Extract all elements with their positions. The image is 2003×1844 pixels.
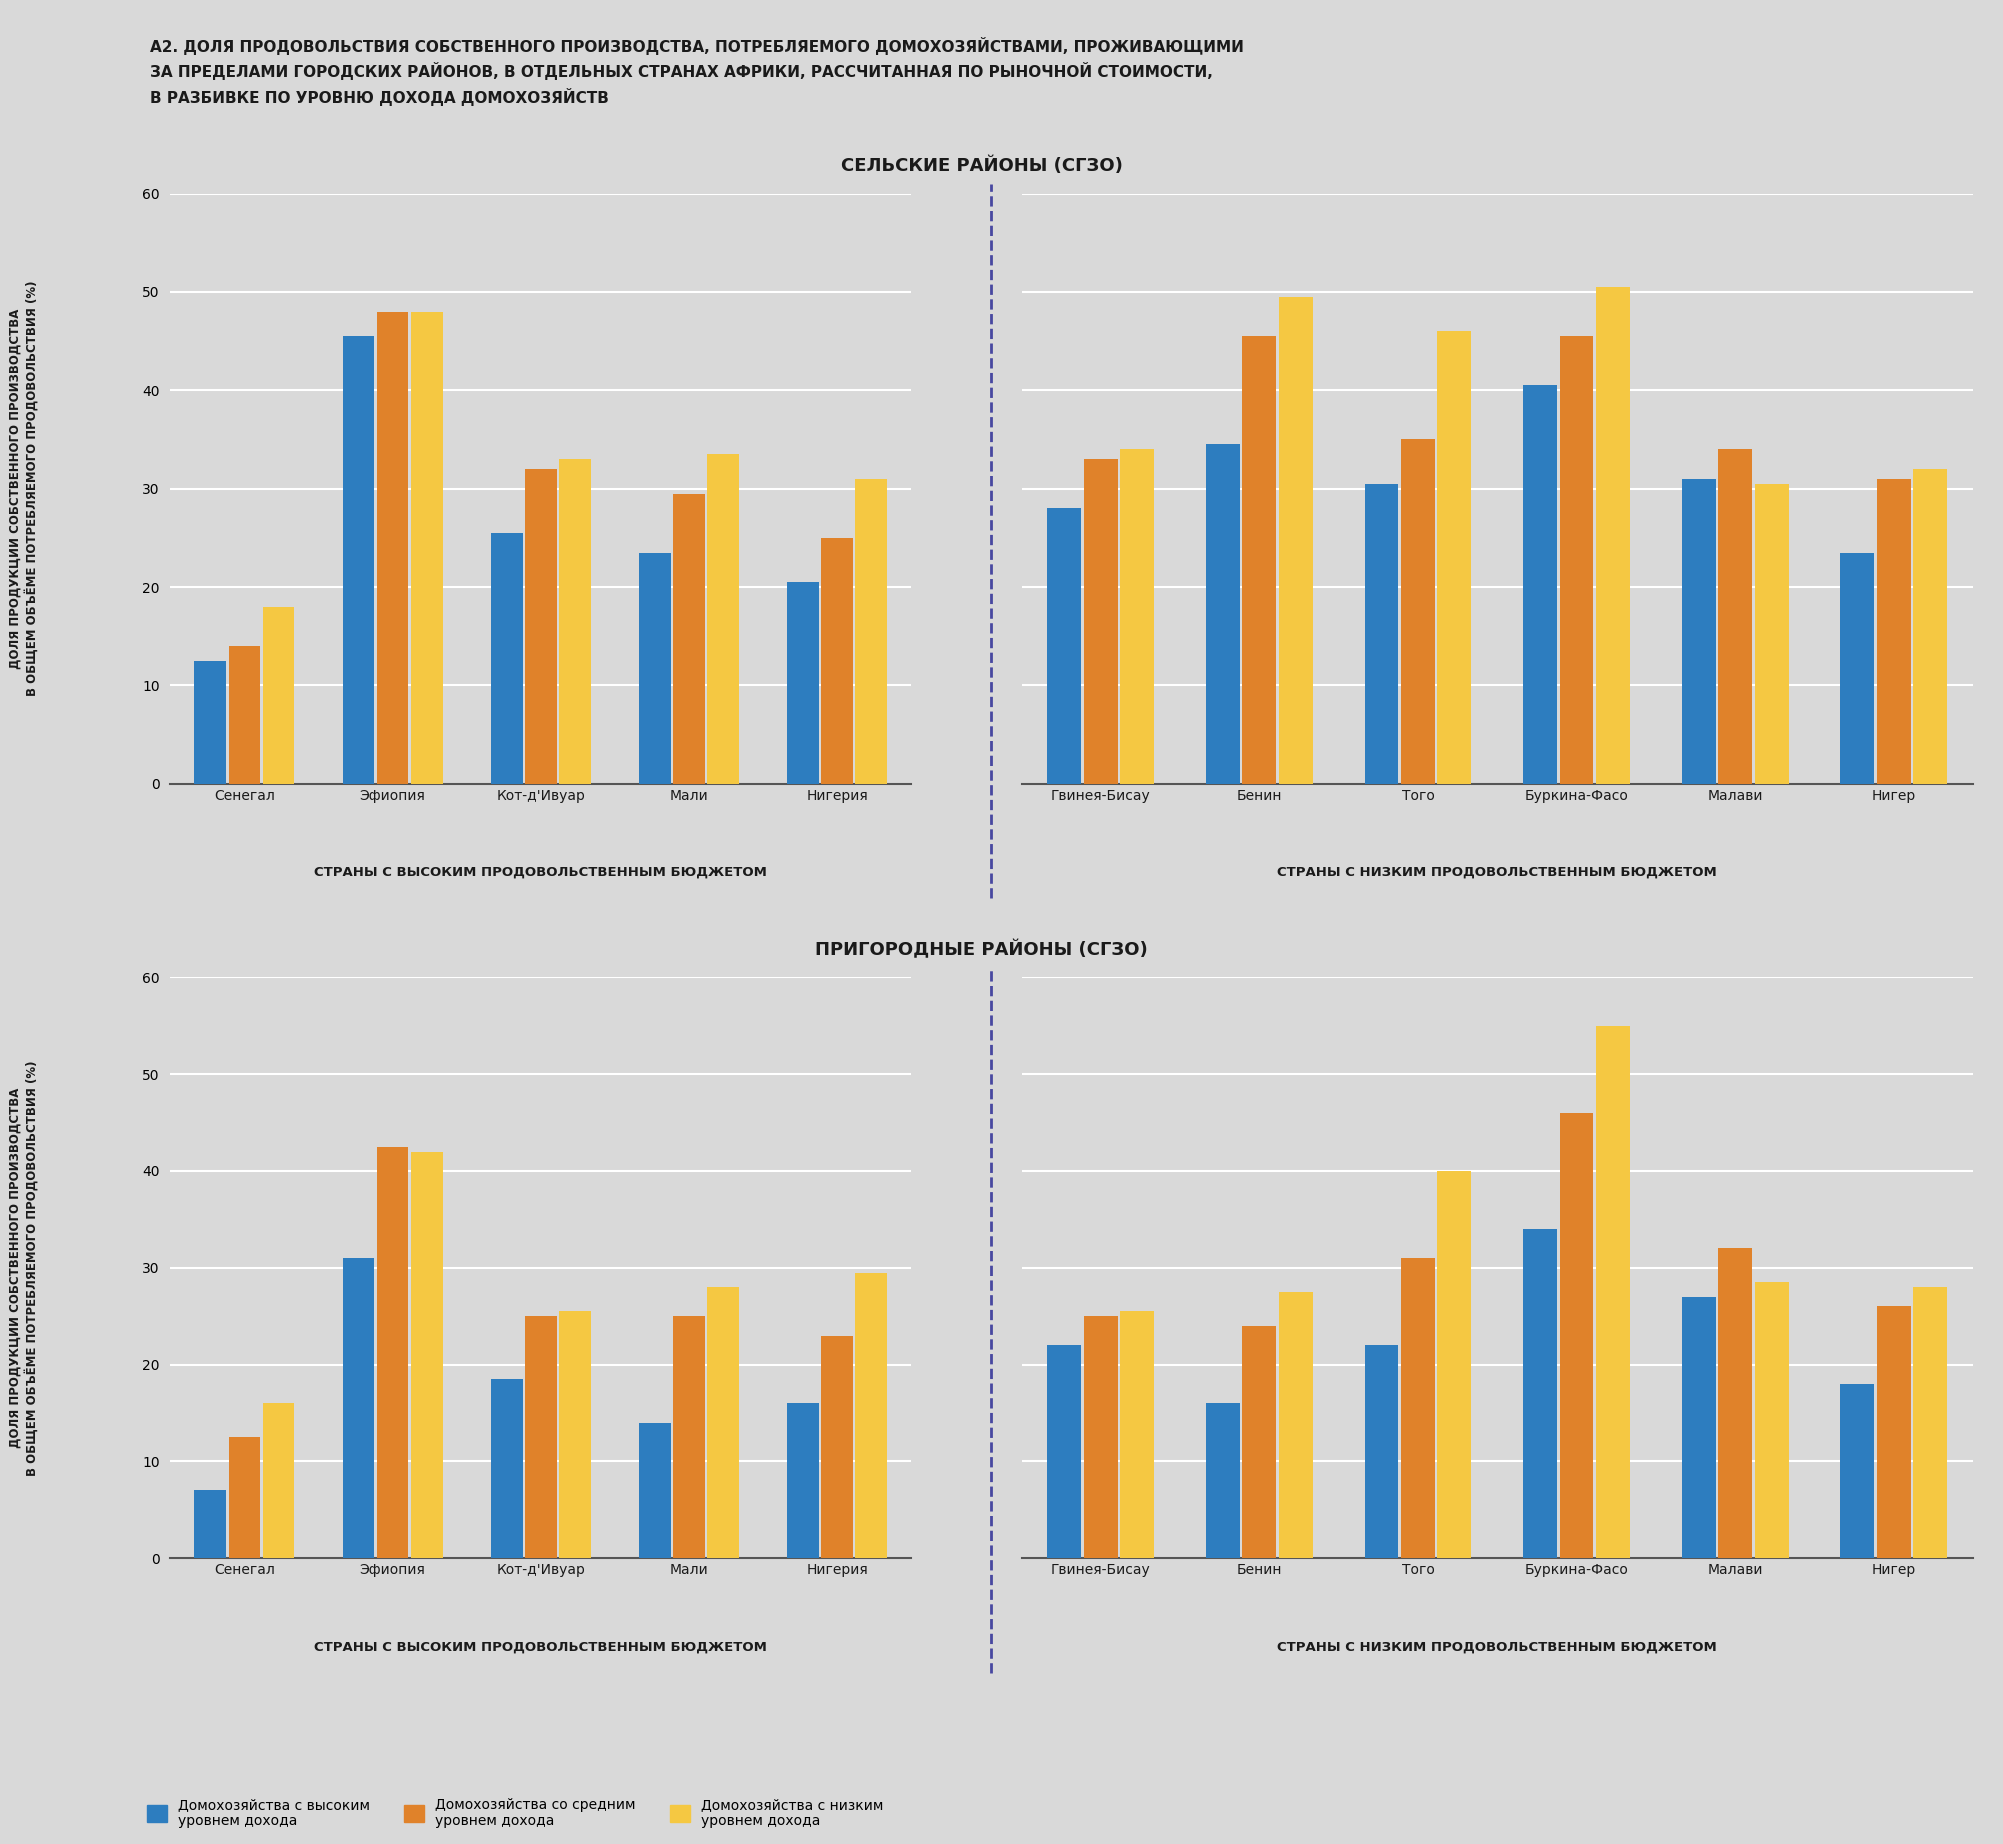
- Bar: [855, 479, 887, 784]
- Bar: [1206, 444, 1240, 784]
- Bar: [673, 1317, 705, 1558]
- Bar: [1841, 553, 1875, 784]
- Bar: [1048, 509, 1082, 784]
- Bar: [1522, 1228, 1556, 1558]
- Bar: [1278, 297, 1312, 784]
- Bar: [787, 583, 819, 784]
- Bar: [673, 494, 705, 784]
- Bar: [525, 468, 557, 784]
- Bar: [1596, 288, 1630, 784]
- Bar: [1683, 1296, 1717, 1558]
- Bar: [1877, 479, 1911, 784]
- Bar: [1438, 1171, 1472, 1558]
- Bar: [228, 1436, 260, 1558]
- Bar: [1755, 483, 1789, 784]
- Bar: [821, 538, 853, 784]
- Bar: [1522, 385, 1556, 784]
- Bar: [1084, 1317, 1118, 1558]
- Bar: [411, 1151, 443, 1558]
- Bar: [707, 454, 739, 784]
- Text: ДОЛЯ ПРОДУКЦИИ СОБСТВЕННОГО ПРОИЗВОДСТВА
В ОБЩЕМ ОБЪЁМЕ ПОТРЕБЛЯЕМОГО ПРОДОВОЛЬС: ДОЛЯ ПРОДУКЦИИ СОБСТВЕННОГО ПРОИЗВОДСТВА…: [8, 1060, 40, 1475]
- Bar: [559, 459, 591, 784]
- Bar: [1120, 1311, 1154, 1558]
- Legend: Домохозяйства с высоким
уровнем дохода, Домохозяйства со средним
уровнем дохода,: Домохозяйства с высоким уровнем дохода, …: [146, 1798, 883, 1827]
- Bar: [1364, 1346, 1398, 1558]
- Bar: [1683, 479, 1717, 784]
- Bar: [1877, 1306, 1911, 1558]
- Bar: [1242, 336, 1276, 784]
- Bar: [1913, 1287, 1947, 1558]
- Bar: [1755, 1282, 1789, 1558]
- Bar: [1719, 1248, 1753, 1558]
- Text: ДОЛЯ ПРОДУКЦИИ СОБСТВЕННОГО ПРОИЗВОДСТВА
В ОБЩЕМ ОБЪЁМЕ ПОТРЕБЛЯЕМОГО ПРОДОВОЛЬС: ДОЛЯ ПРОДУКЦИИ СОБСТВЕННОГО ПРОИЗВОДСТВА…: [8, 280, 40, 697]
- Bar: [377, 312, 409, 784]
- Bar: [491, 533, 523, 784]
- Bar: [343, 336, 375, 784]
- Bar: [343, 1258, 375, 1558]
- Text: СТРАНЫ С ВЫСОКИМ ПРОДОВОЛЬСТВЕННЫМ БЮДЖЕТОМ: СТРАНЫ С ВЫСОКИМ ПРОДОВОЛЬСТВЕННЫМ БЮДЖЕ…: [314, 1639, 767, 1654]
- Bar: [1719, 450, 1753, 784]
- Text: А2. ДОЛЯ ПРОДОВОЛЬСТВИЯ СОБСТВЕННОГО ПРОИЗВОДСТВА, ПОТРЕБЛЯЕМОГО ДОМОХОЗЯЙСТВАМИ: А2. ДОЛЯ ПРОДОВОЛЬСТВИЯ СОБСТВЕННОГО ПРО…: [150, 37, 1244, 105]
- Bar: [1242, 1326, 1276, 1558]
- Bar: [411, 312, 443, 784]
- Bar: [855, 1272, 887, 1558]
- Bar: [787, 1403, 819, 1558]
- Bar: [639, 553, 671, 784]
- Bar: [262, 1403, 294, 1558]
- Bar: [1364, 483, 1398, 784]
- Bar: [525, 1317, 557, 1558]
- Bar: [1206, 1403, 1240, 1558]
- Bar: [1120, 450, 1154, 784]
- Bar: [194, 1490, 226, 1558]
- Bar: [1400, 1258, 1434, 1558]
- Bar: [194, 660, 226, 784]
- Bar: [1841, 1383, 1875, 1558]
- Text: ПРИГОРОДНЫЕ РАЙОНЫ (СГЗО): ПРИГОРОДНЫЕ РАЙОНЫ (СГЗО): [815, 940, 1148, 959]
- Text: СТРАНЫ С НИЗКИМ ПРОДОВОЛЬСТВЕННЫМ БЮДЖЕТОМ: СТРАНЫ С НИЗКИМ ПРОДОВОЛЬСТВЕННЫМ БЮДЖЕТ…: [1278, 1639, 1717, 1654]
- Bar: [262, 607, 294, 784]
- Bar: [559, 1311, 591, 1558]
- Bar: [1438, 332, 1472, 784]
- Bar: [1278, 1293, 1312, 1558]
- Bar: [1400, 439, 1434, 784]
- Bar: [1596, 1025, 1630, 1558]
- Bar: [821, 1335, 853, 1558]
- Bar: [377, 1147, 409, 1558]
- Bar: [1048, 1346, 1082, 1558]
- Text: СТРАНЫ С ВЫСОКИМ ПРОДОВОЛЬСТВЕННЫМ БЮДЖЕТОМ: СТРАНЫ С ВЫСОКИМ ПРОДОВОЛЬСТВЕННЫМ БЮДЖЕ…: [314, 865, 767, 880]
- Bar: [707, 1287, 739, 1558]
- Bar: [1913, 468, 1947, 784]
- Text: СТРАНЫ С НИЗКИМ ПРОДОВОЛЬСТВЕННЫМ БЮДЖЕТОМ: СТРАНЫ С НИЗКИМ ПРОДОВОЛЬСТВЕННЫМ БЮДЖЕТ…: [1278, 865, 1717, 880]
- Bar: [1560, 1114, 1594, 1558]
- Text: СЕЛЬСКИЕ РАЙОНЫ (СГЗО): СЕЛЬСКИЕ РАЙОНЫ (СГЗО): [841, 157, 1122, 175]
- Bar: [1560, 336, 1594, 784]
- Bar: [1084, 459, 1118, 784]
- Bar: [228, 645, 260, 784]
- Bar: [639, 1424, 671, 1558]
- Bar: [491, 1379, 523, 1558]
